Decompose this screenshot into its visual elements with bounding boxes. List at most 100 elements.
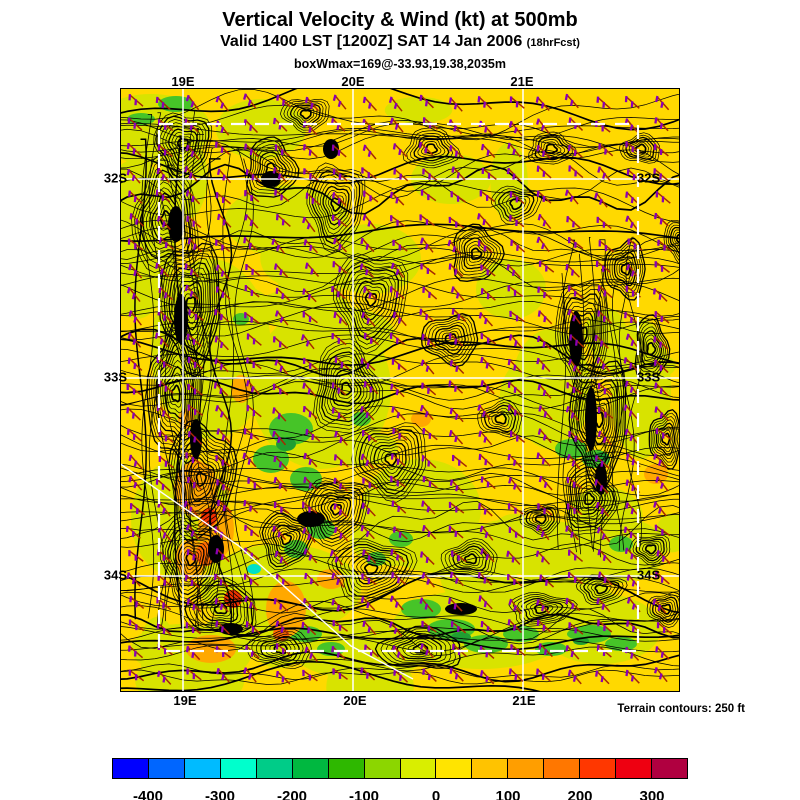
wind-barb — [565, 406, 580, 422]
wind-barb — [331, 214, 348, 228]
wind-barb — [421, 620, 437, 633]
wind-barb — [185, 645, 201, 661]
wind-barb — [362, 477, 378, 490]
wind-barb — [625, 669, 640, 684]
wind-barb — [215, 620, 230, 635]
wind-barb — [624, 311, 640, 325]
wind-barb — [128, 550, 144, 562]
wind-barb — [273, 598, 289, 612]
wind-barb — [565, 645, 580, 660]
wind-barb — [158, 236, 174, 250]
wind-barb — [127, 238, 144, 251]
wind-barb — [508, 334, 523, 349]
wind-barb — [128, 454, 143, 470]
wind-barb — [391, 406, 406, 421]
colorbar-cell-10 — [472, 759, 509, 778]
wind-barb — [597, 285, 613, 299]
wind-barb — [420, 263, 436, 276]
wind-barb — [361, 502, 376, 517]
wind-barb — [449, 479, 465, 494]
wind-barb — [507, 503, 524, 515]
wind-barb — [187, 356, 203, 370]
wind-barb — [566, 216, 582, 230]
wind-barb — [215, 455, 231, 468]
wind-barb — [594, 334, 609, 349]
y-tick-right-32S: 32S — [637, 170, 661, 186]
wind-barb — [448, 380, 464, 394]
plot-title: Vertical Velocity & Wind (kt) at 500mb — [222, 9, 578, 31]
wind-barb — [594, 479, 609, 494]
wind-barb — [509, 191, 525, 205]
wind-barb — [419, 404, 434, 420]
wind-barb — [271, 238, 285, 254]
wind-barb — [478, 503, 493, 517]
boxwmax-annotation: boxWmax=169@-33.93,19.38,2035m — [294, 57, 506, 71]
colorbar-tick-100: 100 — [495, 788, 521, 800]
x-tick-top-19E: 19E — [171, 74, 195, 89]
colorbar-tick-0: 0 — [431, 788, 441, 800]
wind-barb — [479, 670, 495, 685]
wind-barb — [653, 336, 669, 350]
wind-barb — [216, 168, 232, 184]
wind-barb — [420, 189, 437, 202]
wind-barb — [185, 144, 200, 160]
wind-barb — [245, 263, 261, 277]
wind-barb — [392, 239, 408, 252]
colorbar-cell-1 — [148, 759, 185, 778]
wind-barb — [480, 620, 496, 634]
wind-barb — [156, 215, 171, 230]
wind-barb — [422, 168, 438, 181]
wind-barb — [245, 621, 261, 635]
wind-barb — [422, 475, 438, 489]
wind-barb — [510, 644, 526, 657]
wind-barb — [362, 214, 377, 230]
wind-barb — [244, 284, 260, 298]
wind-barb — [129, 596, 145, 610]
wind-barb — [389, 117, 404, 133]
wind-barb — [305, 192, 321, 206]
wind-barb — [187, 237, 203, 252]
wind-barb — [390, 475, 406, 488]
wind-barb — [302, 382, 317, 397]
wind-barb — [302, 216, 316, 233]
wind-barb — [127, 117, 143, 131]
wind-barb — [565, 597, 581, 612]
wind-barb — [656, 622, 673, 635]
wind-barb — [598, 240, 614, 253]
wind-barb — [333, 311, 348, 326]
wind-barb — [507, 404, 524, 418]
wind-barb — [567, 144, 583, 158]
wind-barb — [185, 622, 202, 635]
wind-barb — [127, 332, 142, 348]
wind-barb — [125, 525, 141, 539]
wind-barb — [392, 526, 408, 540]
wind-barb — [243, 500, 259, 514]
terrain-contours-note: Terrain contours: 250 ft — [617, 703, 745, 715]
wind-barb — [509, 310, 525, 323]
wind-barb — [360, 237, 375, 253]
wind-barb — [595, 501, 610, 517]
colorbar-tick-200: 200 — [567, 788, 593, 800]
wind-barb — [332, 620, 348, 632]
wind-barb — [184, 284, 199, 300]
wind-barb — [243, 667, 257, 683]
wind-barb — [657, 239, 673, 253]
colorbar-tick--200: -200 — [276, 788, 308, 800]
wind-barb — [594, 192, 608, 208]
wind-barb — [477, 404, 491, 420]
wind-barb — [566, 454, 581, 470]
wind-barb — [331, 407, 347, 421]
map-area — [120, 88, 680, 692]
colorbar-cell-9 — [436, 759, 473, 778]
wind-barb — [303, 239, 319, 254]
wind-barb — [300, 334, 315, 350]
wind-barb — [448, 263, 464, 277]
wind-barb — [188, 309, 204, 321]
colorbar-cell-0 — [113, 759, 149, 778]
wind-barb — [564, 93, 579, 109]
wind-barb — [128, 190, 143, 204]
colorbar — [112, 758, 688, 779]
x-tick-bottom-19E: 19E — [173, 693, 197, 708]
wind-barb — [596, 597, 611, 613]
wind-barb — [187, 430, 203, 445]
